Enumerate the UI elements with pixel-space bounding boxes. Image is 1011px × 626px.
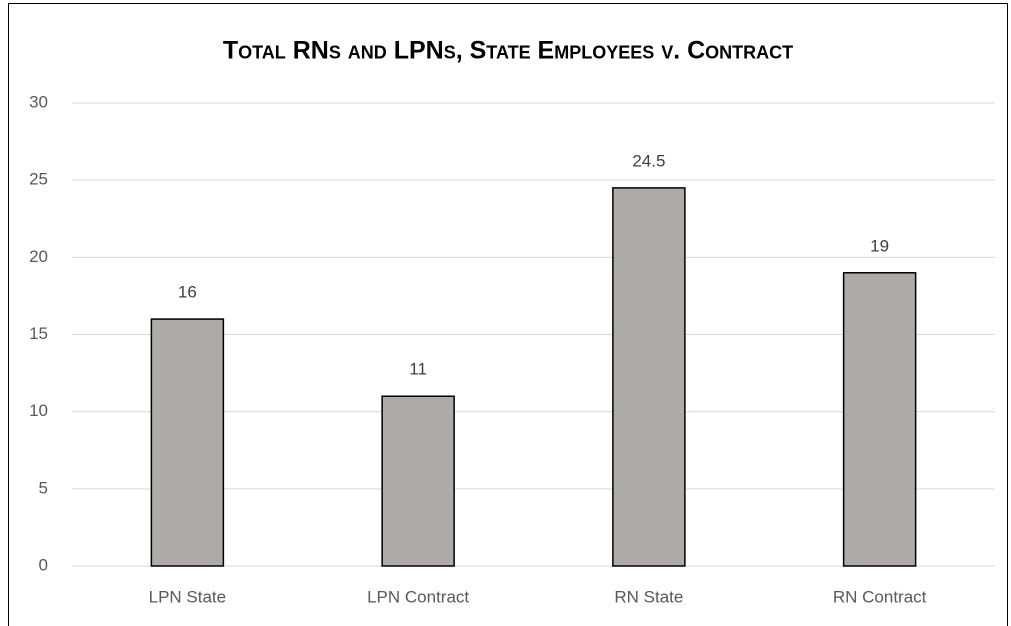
y-tick-label: 0	[39, 555, 48, 574]
x-tick-label: LPN Contract	[367, 587, 469, 606]
y-tick-label: 5	[39, 478, 48, 497]
data-label: 16	[178, 283, 197, 302]
x-tick-label: LPN State	[149, 587, 227, 606]
bar	[842, 272, 917, 567]
bar	[612, 187, 686, 567]
y-tick-label: 25	[29, 170, 48, 189]
data-label: 11	[409, 360, 427, 379]
x-tick-label: RN State	[614, 587, 683, 606]
data-label: 19	[870, 236, 889, 255]
data-label: 24.5	[632, 151, 665, 170]
y-tick-label: 15	[29, 324, 48, 343]
bar	[381, 395, 455, 567]
y-tick-label: 20	[29, 247, 48, 266]
chart-title: Total RNs and LPNs, State Employees v. C…	[223, 37, 793, 65]
x-tick-label: RN Contract	[833, 587, 927, 606]
bar	[150, 318, 225, 567]
y-tick-label: 30	[29, 92, 48, 111]
y-tick-label: 10	[29, 401, 48, 420]
